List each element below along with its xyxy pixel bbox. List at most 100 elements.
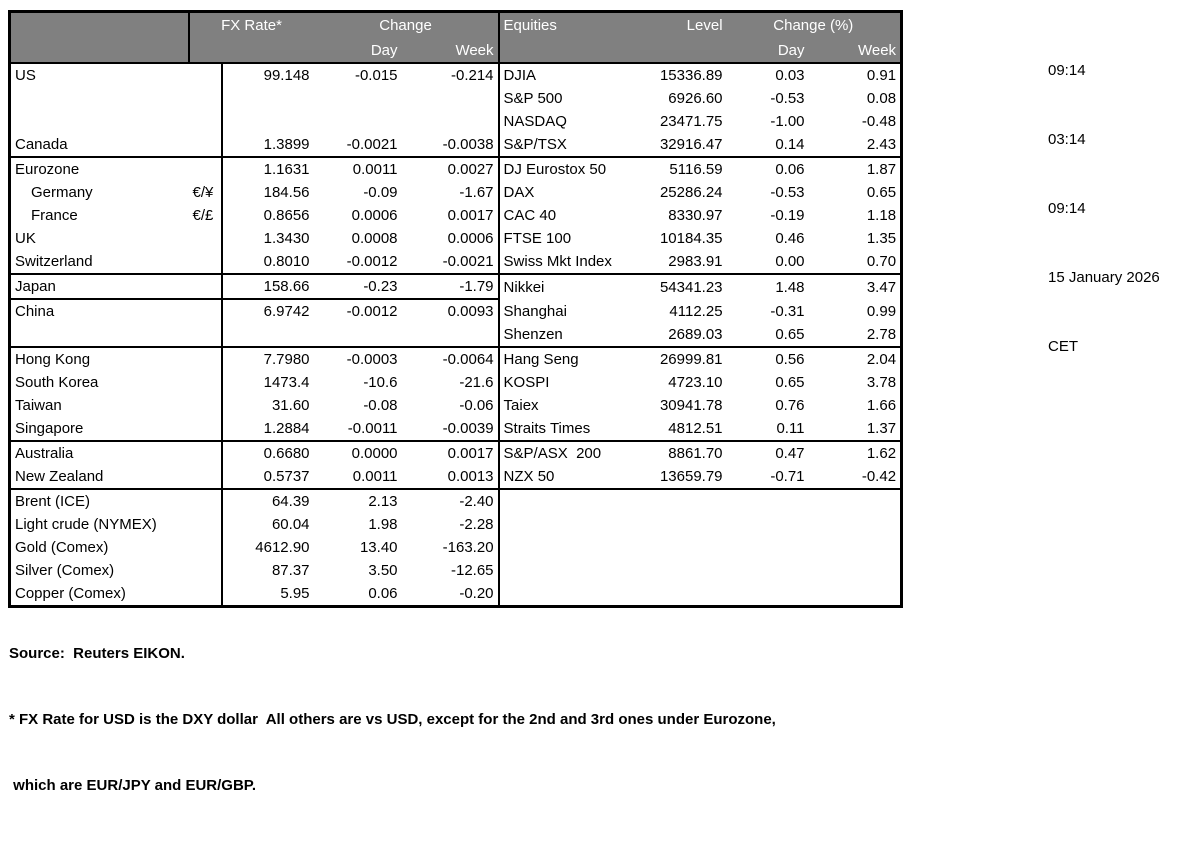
equity-level: 32916.47 (641, 133, 727, 158)
country-label: Eurozone (15, 161, 80, 178)
pair-label: €/¥ (188, 181, 223, 204)
header-equities: Equities (497, 11, 642, 38)
timestamp-line: 03:14 (1048, 131, 1086, 148)
fx-rate: 1473.4 (263, 374, 310, 391)
fx-note-line-2: which are EUR/JPY and EUR/GBP. (9, 777, 257, 794)
country-label: UK (15, 230, 36, 247)
equity-level: 4112.25 (669, 302, 723, 320)
country-label: Hong Kong (15, 351, 91, 368)
fx-rate: 1.2884 (221, 417, 314, 442)
equity-week-change: 1.35 (866, 230, 897, 247)
equity-week-change: -0.42 (808, 465, 902, 490)
table-row: Shenzen 2689.03 0.65 2.78 (9, 323, 902, 348)
fx-rate: 0.8656 (263, 207, 310, 224)
header-fx-change: Change (313, 11, 499, 38)
equity-day-change: -0.19 (770, 207, 805, 224)
equity-week-change (809, 559, 902, 582)
fx-rate: 5.95 (280, 585, 310, 602)
fx-day-change: -0.0003 (346, 351, 398, 368)
equity-week-change: 2.78 (808, 323, 902, 348)
equity-level: 26999.81 (659, 351, 723, 368)
country-label: Switzerland (9, 250, 189, 275)
equity-day-change: 0.11 (726, 417, 809, 442)
equity-week-change (809, 513, 902, 536)
market-data-sheet: FX Rate* Change Equities Level Change (%… (8, 10, 1160, 794)
pair-label (188, 347, 223, 371)
equity-week-change: 1.66 (866, 397, 897, 414)
fx-day-change: -0.0012 (313, 250, 402, 275)
equity-day-change: 1.48 (775, 278, 805, 296)
fx-rate: 1.3430 (263, 230, 310, 247)
fx-rate: 64.39 (271, 493, 310, 510)
table-row: Eurozone 1.1631 0.0011 0.0027 DJ Eurostox 50… (10, 157, 902, 181)
equity-level (642, 559, 727, 582)
country-label: Singapore (9, 417, 189, 442)
fx-week-change: 0.0093 (447, 303, 494, 320)
pair-label (188, 133, 223, 158)
equity-name: Straits Times (497, 417, 642, 442)
pair-label (188, 513, 223, 536)
table-row: Silver (Comex) 87.37 3.50 -12.65 (10, 559, 902, 582)
equity-level (642, 536, 727, 559)
header-fx-day: Day (313, 38, 402, 64)
header-eq-change-pct: Change (%) (726, 11, 902, 38)
country-label: New Zealand (9, 465, 189, 490)
equity-week-change (809, 489, 902, 513)
fx-week-change (402, 87, 499, 110)
pair-label: €/£ (188, 204, 223, 227)
country-label: Japan (9, 274, 189, 300)
fx-rate: 99.148 (263, 67, 310, 84)
table-row: Australia 0.6680 0.0000 0.0017 S&P/ASX 200 88… (10, 441, 902, 465)
fx-week-change: -0.20 (459, 585, 494, 602)
equity-name: Swiss Mkt Index (497, 250, 642, 275)
date-line: 15 January 2026 (1048, 269, 1160, 286)
equity-name: DJ Eurostox 50 (497, 157, 642, 181)
fx-day-change: -0.0021 (313, 133, 402, 158)
equity-day-change: 0.47 (775, 445, 805, 462)
equity-name: S&P 500 (497, 87, 642, 110)
equity-day-change: 0.06 (775, 161, 805, 178)
equity-name: S&P/TSX (497, 133, 642, 158)
equity-level: 6926.60 (668, 90, 723, 107)
equity-day-change (727, 513, 809, 536)
fx-week-change: -12.65 (450, 562, 494, 579)
pair-label (188, 87, 223, 110)
equity-name (497, 582, 642, 607)
fx-week-change: -1.67 (459, 184, 494, 201)
equity-week-change: 3.47 (866, 278, 897, 296)
equity-day-change: 0.56 (775, 351, 805, 368)
country-label (9, 323, 189, 348)
fx-week-change: -0.0064 (442, 351, 494, 368)
equity-name: CAC 40 (497, 204, 642, 227)
country-label: Copper (Comex) (15, 585, 126, 602)
fx-day-change: 2.13 (368, 493, 398, 510)
fx-day-change: 0.06 (368, 585, 398, 602)
fx-rate: 4612.90 (255, 539, 310, 556)
equity-level: 8330.97 (668, 207, 723, 224)
equity-day-change: 0.76 (775, 397, 805, 414)
timezone-line: CET (1048, 338, 1078, 355)
fx-day-change: -10.6 (363, 374, 398, 391)
equity-level: 13659.79 (641, 465, 727, 490)
equity-week-change: 1.37 (808, 417, 902, 442)
equity-name: Nikkei (497, 274, 642, 299)
equity-level: 23471.75 (659, 113, 723, 130)
equity-day-change: -1.00 (770, 113, 805, 130)
fx-day-change: -0.09 (363, 184, 398, 201)
table-row: France €/£ 0.8656 0.0006 0.0017 CAC 40 8330.97… (10, 204, 902, 227)
equity-level: 8861.70 (668, 445, 723, 462)
equity-name: Shanghai (497, 299, 642, 323)
equity-level: 2983.91 (641, 250, 727, 275)
equity-day-change: 0.65 (775, 374, 805, 391)
equity-week-change: 2.43 (808, 133, 902, 158)
fx-week-change: -0.0038 (401, 133, 499, 158)
equity-week-change: 1.18 (866, 207, 897, 224)
fx-rate: 0.8010 (221, 250, 314, 275)
fx-week-change: 0.0017 (447, 207, 494, 224)
pair-label (188, 441, 223, 465)
fx-rate: 60.04 (271, 516, 310, 533)
timestamp-block: 09:14 03:14 09:14 15 January 2026 CET (1048, 13, 1160, 404)
equity-week-change: 1.62 (866, 445, 897, 462)
fx-week-change: 0.0027 (447, 161, 494, 178)
country-label: Gold (Comex) (15, 539, 109, 556)
